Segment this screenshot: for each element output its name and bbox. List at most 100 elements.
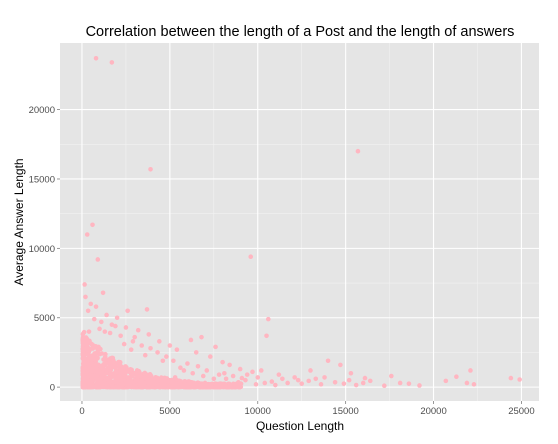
data-point xyxy=(367,378,373,384)
data-point xyxy=(93,351,99,357)
data-point xyxy=(182,378,188,384)
data-point xyxy=(306,378,312,384)
data-point xyxy=(167,343,173,348)
data-point xyxy=(116,384,122,390)
data-point xyxy=(280,376,285,382)
y-tick-label: 15000 xyxy=(29,174,55,185)
data-point xyxy=(253,382,259,387)
data-point xyxy=(144,384,149,390)
data-point xyxy=(121,341,127,347)
x-tick-label: 15000 xyxy=(332,406,358,417)
data-point xyxy=(178,378,183,384)
y-tick-label: 10000 xyxy=(29,244,55,255)
data-point xyxy=(325,358,331,364)
y-tick-label: 0 xyxy=(50,383,55,394)
data-point xyxy=(178,365,183,370)
data-point xyxy=(318,382,324,387)
data-point xyxy=(230,373,236,379)
data-point xyxy=(102,329,108,334)
data-point xyxy=(199,334,204,340)
chart-title: Correlation between the length of a Post… xyxy=(86,24,515,40)
data-point xyxy=(308,368,313,373)
x-tick-label: 25000 xyxy=(508,406,534,417)
data-point xyxy=(360,380,366,386)
data-point xyxy=(169,379,174,385)
data-point xyxy=(190,370,196,376)
data-point xyxy=(89,368,95,373)
data-point xyxy=(168,384,174,390)
data-point xyxy=(273,382,278,388)
data-point xyxy=(99,351,105,356)
x-axis-label: Question Length xyxy=(256,419,344,433)
x-axis-ticks: 0 5000 10000 15000 20000 25000 xyxy=(79,401,535,417)
data-point xyxy=(353,382,359,388)
data-point xyxy=(454,374,459,380)
data-point xyxy=(83,366,88,371)
plot-panel xyxy=(60,43,539,401)
data-point xyxy=(348,370,354,376)
data-point xyxy=(322,375,327,380)
data-point xyxy=(132,334,138,340)
data-point xyxy=(118,378,124,383)
data-point xyxy=(84,232,90,237)
data-point xyxy=(81,329,87,335)
data-point xyxy=(243,377,248,383)
data-point xyxy=(185,361,190,366)
data-point xyxy=(128,370,133,376)
data-point xyxy=(86,338,91,344)
data-point xyxy=(97,326,102,332)
data-point xyxy=(82,371,87,376)
data-point xyxy=(99,319,104,325)
x-tick-label: 10000 xyxy=(245,406,271,417)
data-point xyxy=(95,384,101,389)
data-point xyxy=(111,371,117,376)
data-point xyxy=(417,383,422,388)
data-point xyxy=(93,304,99,309)
data-point xyxy=(133,384,139,390)
data-point xyxy=(471,382,477,387)
data-point xyxy=(443,378,449,384)
data-point xyxy=(236,379,241,385)
data-point xyxy=(155,384,161,390)
data-point xyxy=(111,380,117,385)
data-point xyxy=(508,375,514,381)
data-point xyxy=(107,330,113,336)
data-point xyxy=(155,376,160,381)
data-point xyxy=(134,372,140,378)
data-point xyxy=(248,254,254,259)
data-point xyxy=(157,339,162,344)
data-point xyxy=(389,373,394,379)
data-point xyxy=(174,347,180,352)
data-point xyxy=(122,381,128,386)
data-point xyxy=(223,376,229,382)
data-point xyxy=(135,327,141,333)
data-point xyxy=(114,375,119,381)
data-point xyxy=(124,365,129,370)
data-point xyxy=(80,336,86,341)
data-point xyxy=(193,350,199,355)
data-point xyxy=(382,383,387,389)
data-point xyxy=(109,383,115,389)
data-point xyxy=(128,383,133,388)
data-point xyxy=(107,364,112,369)
y-axis-ticks: 0 5000 10000 15000 20000 xyxy=(29,105,60,394)
data-point xyxy=(128,347,134,352)
data-point xyxy=(115,360,121,365)
data-point xyxy=(82,384,88,390)
y-tick-label: 5000 xyxy=(34,313,55,324)
data-point xyxy=(346,377,352,383)
data-point xyxy=(222,370,227,376)
data-point xyxy=(215,382,220,388)
data-point xyxy=(86,348,92,354)
data-point xyxy=(94,356,100,361)
y-axis-label: Average Answer Length xyxy=(12,158,26,285)
data-point xyxy=(180,383,185,388)
data-point xyxy=(285,380,290,386)
data-point xyxy=(237,366,243,372)
data-point xyxy=(103,360,109,366)
data-point xyxy=(90,222,95,228)
data-point xyxy=(88,301,94,307)
data-point xyxy=(185,384,190,389)
data-point xyxy=(109,322,115,327)
